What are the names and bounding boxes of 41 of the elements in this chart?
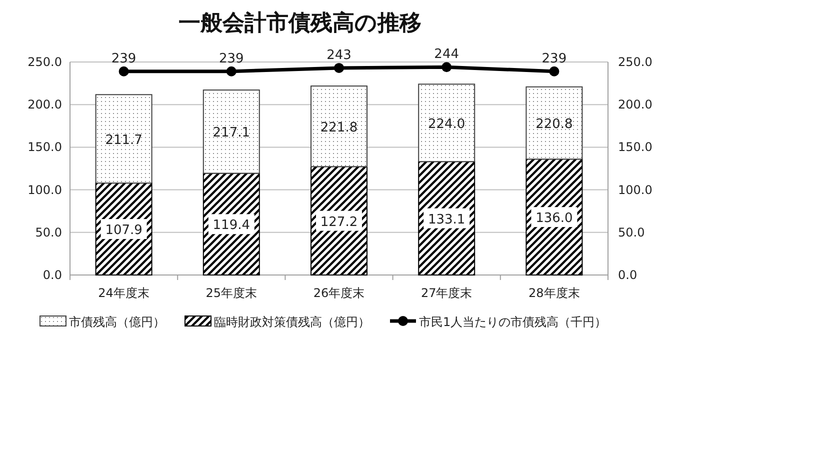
y2-tick-label: 250.0 bbox=[618, 55, 652, 69]
data-label: 243 bbox=[326, 48, 352, 63]
bar bbox=[95, 94, 152, 184]
total-label: 217.1 bbox=[212, 126, 250, 141]
y-tick-label: 250.0 bbox=[28, 55, 62, 69]
bar bbox=[310, 86, 368, 168]
data-label: 244 bbox=[434, 47, 460, 62]
x-tick-label: 28年度末 bbox=[528, 286, 580, 300]
total-label: 220.8 bbox=[536, 117, 573, 132]
x-tick-label: 27年度末 bbox=[420, 286, 472, 300]
y2-tick-label: 0.0 bbox=[618, 268, 638, 282]
bar bbox=[526, 86, 583, 160]
legend-label: 臨時財政対策債残高（億円） bbox=[214, 315, 370, 329]
legend-label: 市民1人当たりの市債残高（千円） bbox=[419, 315, 607, 329]
y-tick-label: 50.0 bbox=[35, 225, 62, 240]
data-label: 133.1 bbox=[428, 212, 466, 228]
y-tick-label: 200.0 bbox=[28, 98, 62, 112]
x-tick-label: 25年度末 bbox=[206, 286, 258, 300]
x-tick-label: 24年度末 bbox=[98, 286, 150, 300]
y-tick-label: 0.0 bbox=[42, 268, 62, 282]
x-tick-label: 26年度末 bbox=[313, 286, 365, 300]
data-label: 239 bbox=[111, 51, 136, 66]
total-label: 211.7 bbox=[105, 132, 142, 148]
total-label: 221.8 bbox=[320, 120, 358, 136]
y2-tick-label: 150.0 bbox=[618, 140, 652, 154]
data-label: 119.4 bbox=[212, 218, 250, 234]
bar bbox=[202, 90, 260, 174]
legend-label: 市債残高（億円） bbox=[69, 315, 165, 329]
y-tick-label: 100.0 bbox=[28, 182, 62, 197]
y2-tick-label: 100.0 bbox=[618, 182, 652, 197]
y2-tick-label: 200.0 bbox=[618, 98, 652, 112]
y-tick-label: 150.0 bbox=[28, 140, 62, 154]
total-label: 224.0 bbox=[428, 116, 466, 132]
data-label: 239 bbox=[542, 51, 567, 66]
data-label: 107.9 bbox=[105, 223, 142, 238]
data-label: 136.0 bbox=[536, 211, 573, 226]
data-label: 239 bbox=[218, 51, 244, 66]
chart-title: 一般会計市債残高の推移 bbox=[178, 10, 422, 36]
bar bbox=[418, 84, 476, 162]
y2-tick-label: 50.0 bbox=[618, 225, 645, 240]
data-label: 127.2 bbox=[320, 214, 358, 230]
